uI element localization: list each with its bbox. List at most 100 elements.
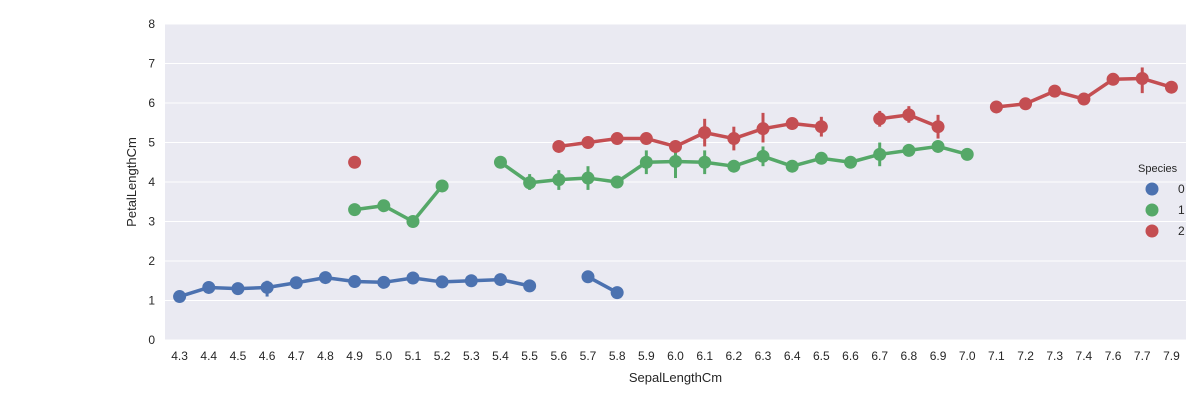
series-1-point — [377, 199, 391, 213]
series-2-point — [552, 139, 566, 153]
x-tick-label: 7.2 — [1017, 349, 1034, 363]
legend: Species 0 1 2 — [1138, 163, 1185, 238]
x-tick-label: 6.5 — [813, 349, 830, 363]
series-2-point — [1106, 72, 1120, 86]
x-tick-label: 7.3 — [1046, 349, 1063, 363]
x-tick-label: 5.7 — [580, 349, 597, 363]
series-1-point — [698, 155, 712, 169]
series-2-point — [727, 132, 741, 146]
series-0-point — [260, 280, 274, 294]
series-2-point — [931, 120, 945, 134]
series-2-point — [639, 132, 653, 146]
series-1-point — [785, 159, 799, 173]
series-0-point — [318, 271, 332, 285]
series-1-point — [493, 155, 507, 169]
y-tick-label: 1 — [148, 294, 155, 308]
series-2-point — [1019, 97, 1033, 111]
series-0-point — [464, 274, 478, 288]
x-tick-label: 5.4 — [492, 349, 509, 363]
y-tick-label: 6 — [148, 96, 155, 110]
series-1-point — [756, 149, 770, 163]
x-tick-labels: 4.3 4.4 4.5 4.6 4.7 4.8 4.9 5.0 5.1 5.2 5.3 5.4 5.5 5… — [171, 349, 1180, 363]
x-tick-label: 5.2 — [434, 349, 451, 363]
y-tick-label: 2 — [148, 254, 155, 268]
series-1-point — [902, 143, 916, 157]
legend-marker-1 — [1145, 203, 1159, 217]
x-tick-label: 4.8 — [317, 349, 334, 363]
series-0-point — [289, 276, 303, 290]
series-1-point — [931, 139, 945, 153]
x-tick-label: 4.7 — [288, 349, 305, 363]
series-2-point — [669, 139, 682, 153]
series-1-segment — [411, 184, 444, 224]
series-1-point — [960, 147, 974, 161]
series-1-point — [610, 175, 624, 189]
series-2-point — [1077, 92, 1091, 106]
x-tick-label: 5.1 — [405, 349, 422, 363]
y-tick-label: 0 — [148, 333, 155, 347]
x-tick-label: 5.5 — [521, 349, 538, 363]
x-tick-label: 6.3 — [755, 349, 772, 363]
x-tick-label: 4.6 — [259, 349, 276, 363]
series-0-point — [202, 280, 216, 294]
series-1-point — [581, 171, 595, 185]
x-tick-label: 7.7 — [1134, 349, 1151, 363]
series-2-point — [989, 100, 1003, 114]
y-tick-label: 8 — [148, 17, 155, 31]
series-0-point — [610, 286, 624, 300]
x-tick-label: 7.0 — [959, 349, 976, 363]
series-0-point — [231, 282, 245, 296]
x-tick-label: 6.1 — [696, 349, 713, 363]
legend-label-0: 0 — [1178, 182, 1185, 196]
series-1-point — [435, 179, 449, 193]
y-tick-label: 5 — [148, 136, 155, 150]
series-2-point — [698, 126, 712, 140]
x-tick-label: 6.0 — [667, 349, 684, 363]
series-0-point — [348, 275, 362, 289]
series-2-point — [348, 155, 362, 169]
series-2 — [348, 67, 1178, 169]
x-tick-label: 5.9 — [638, 349, 655, 363]
x-tick-label: 7.9 — [1163, 349, 1180, 363]
series-2-point — [1164, 80, 1178, 94]
series-2-point — [902, 108, 916, 122]
x-tick-label: 4.5 — [230, 349, 247, 363]
x-tick-label: 7.1 — [988, 349, 1005, 363]
legend-marker-2 — [1145, 224, 1159, 238]
y-axis-label: PetalLengthCm — [124, 137, 139, 227]
series-2-point — [581, 136, 595, 149]
y-tick-label: 4 — [148, 175, 155, 189]
x-tick-label: 4.4 — [200, 349, 217, 363]
series-2-point — [814, 120, 828, 134]
series-1-point — [814, 151, 828, 165]
x-tick-label: 5.6 — [550, 349, 567, 363]
series-1-point — [406, 215, 420, 228]
x-tick-label: 6.7 — [871, 349, 888, 363]
series-1-point — [873, 147, 887, 161]
x-tick-label: 5.8 — [609, 349, 626, 363]
series-2-point — [785, 117, 799, 131]
series-layer — [173, 67, 1178, 304]
y-tick-label: 3 — [148, 215, 155, 229]
x-tick-label: 6.2 — [725, 349, 742, 363]
series-1-point — [669, 154, 682, 168]
legend-marker-0 — [1145, 182, 1159, 196]
series-2-point — [610, 132, 624, 146]
x-tick-label: 4.3 — [171, 349, 188, 363]
x-tick-label: 6.9 — [930, 349, 947, 363]
series-2-point — [1135, 72, 1149, 86]
series-0-point — [435, 275, 449, 289]
x-tick-label: 6.8 — [901, 349, 918, 363]
series-1-point — [727, 159, 741, 173]
series-0-point — [581, 270, 595, 284]
series-2-point — [1048, 84, 1062, 98]
series-0-point — [523, 279, 537, 293]
series-0 — [173, 270, 624, 304]
y-tick-labels: 0 1 2 3 4 5 6 7 8 — [148, 17, 155, 347]
x-tick-label: 5.3 — [463, 349, 480, 363]
x-tick-label: 6.4 — [784, 349, 801, 363]
x-tick-label: 6.6 — [842, 349, 859, 363]
x-tick-label: 4.9 — [346, 349, 363, 363]
series-1-point — [552, 173, 566, 187]
